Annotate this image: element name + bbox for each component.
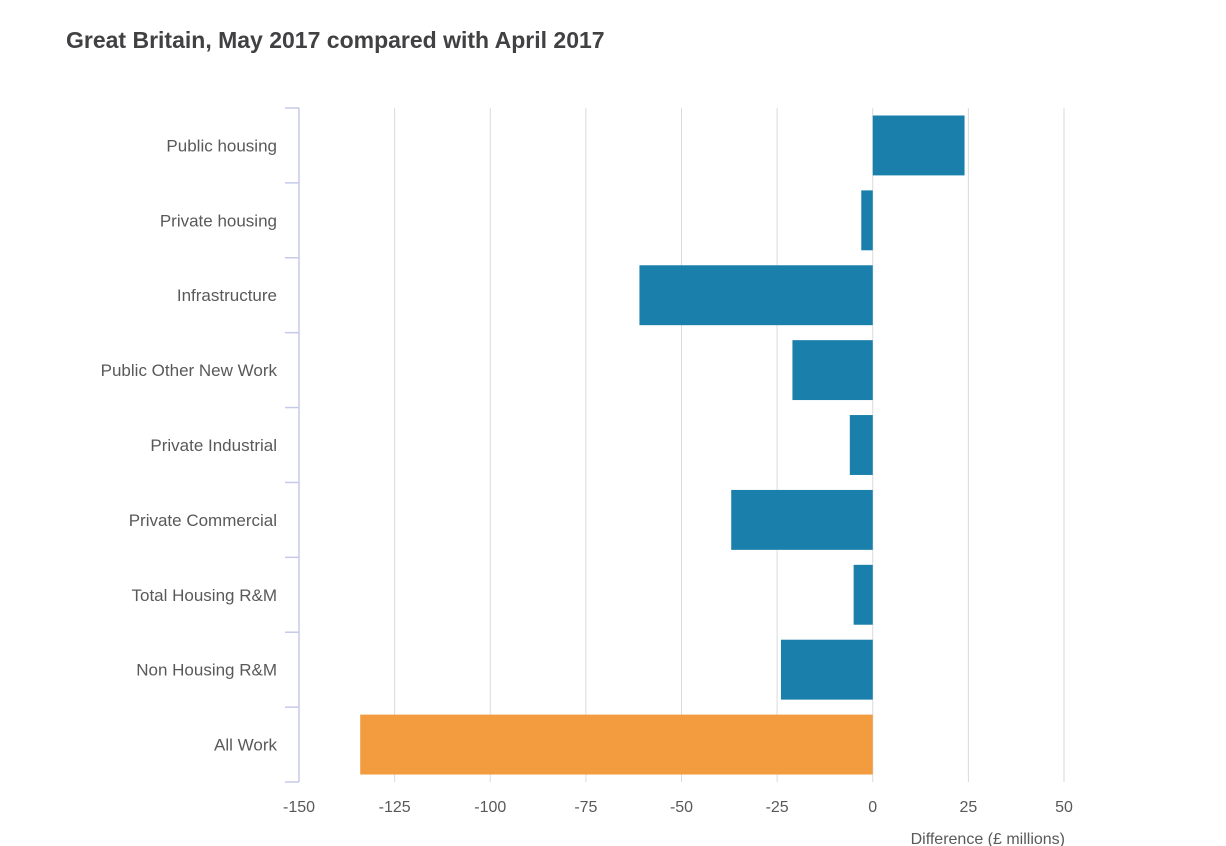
bar — [360, 714, 873, 775]
x-tick-label: -25 — [766, 799, 789, 816]
x-axis-title: Difference (£ millions) — [911, 831, 1065, 846]
x-tick-label: -100 — [474, 799, 506, 816]
x-tick-label: -75 — [574, 799, 597, 816]
y-axis — [285, 107, 300, 783]
x-tick-label: 25 — [959, 799, 977, 816]
bar — [792, 340, 873, 401]
category-label: Public Other New Work — [101, 361, 278, 380]
bar — [853, 564, 873, 625]
bar — [639, 265, 873, 326]
category-labels: Public housing Private housing Infrastruct… — [101, 136, 278, 754]
bar — [849, 415, 873, 475]
bars — [360, 115, 965, 775]
category-label: Private housing — [160, 211, 277, 230]
category-label: Infrastructure — [177, 286, 277, 305]
x-tick-label: -50 — [670, 799, 693, 816]
category-label: Non Housing R&M — [136, 661, 277, 680]
bar — [780, 639, 873, 700]
x-tick-label: 0 — [868, 799, 877, 816]
x-tick-label: -125 — [379, 799, 411, 816]
bar — [731, 489, 873, 550]
bar — [861, 190, 873, 251]
x-tick-labels: -150 -125 -100 -75 -50 -25 0 25 50 — [283, 799, 1073, 816]
x-tick-label: -150 — [283, 799, 315, 816]
category-label: Private Commercial — [129, 511, 277, 530]
category-label: Total Housing R&M — [131, 586, 277, 605]
category-label: Public housing — [166, 136, 277, 155]
gridlines — [394, 108, 1065, 782]
x-tick-label: 50 — [1055, 799, 1073, 816]
chart-title: Great Britain, May 2017 compared with Ap… — [66, 27, 605, 53]
category-label: Private Industrial — [150, 436, 277, 455]
category-label: All Work — [214, 736, 277, 755]
bar — [872, 115, 965, 176]
